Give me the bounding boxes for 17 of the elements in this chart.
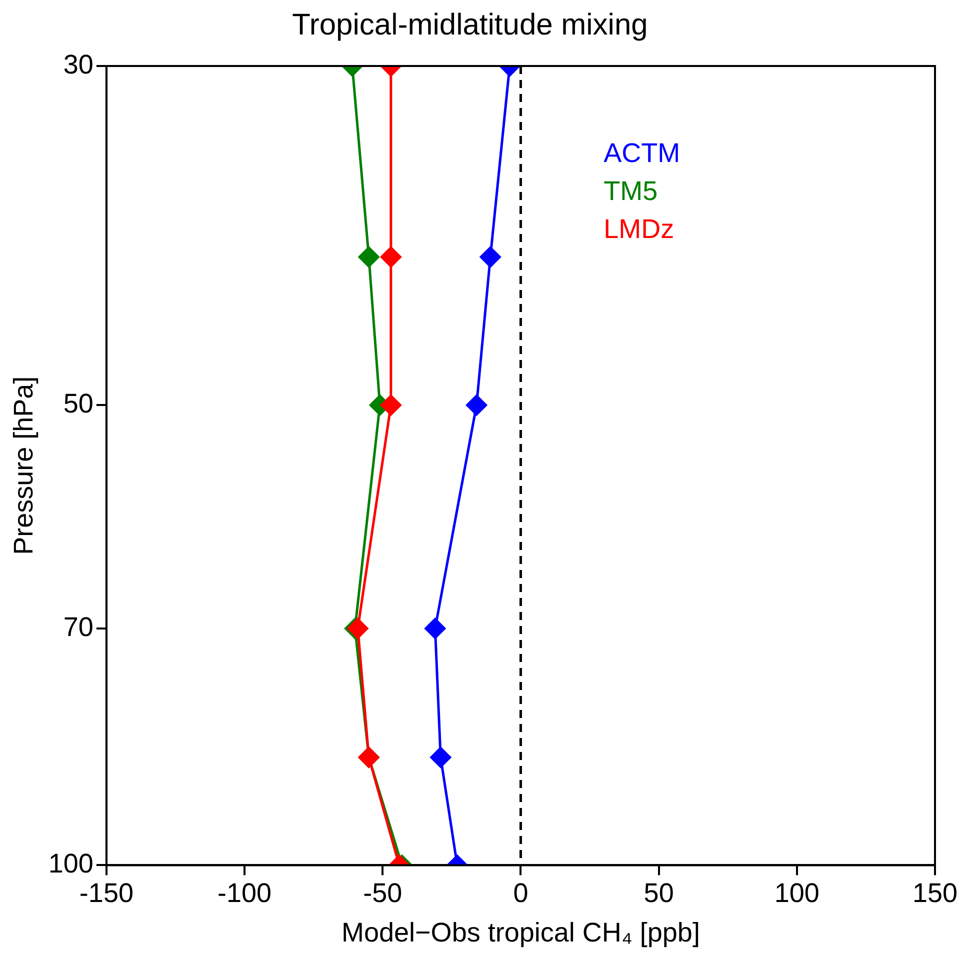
text: LMDz [604, 214, 674, 244]
x-tick-label: 150 [912, 878, 958, 908]
x-tick-label: -150 [79, 878, 134, 908]
y-tick-label: 30 [63, 49, 94, 80]
chart-title: Tropical-midlatitude mixing [292, 8, 648, 42]
text: ACTM [604, 138, 680, 168]
y-tick-label: 100 [48, 848, 94, 879]
x-tick-label: 50 [644, 878, 674, 908]
x-tick-label: 100 [774, 878, 820, 908]
x-tick-label: -50 [363, 878, 402, 908]
text: TM5 [604, 176, 658, 206]
y-tick-label: 50 [63, 388, 94, 419]
x-axis-title: Model−Obs tropical CH₄ [ppb] [342, 917, 700, 948]
y-axis-title: Pressure [hPa] [8, 376, 39, 555]
y-tick-label: 70 [63, 612, 94, 642]
x-tick-label: -100 [218, 878, 272, 908]
x-tick-label: 0 [513, 878, 528, 908]
